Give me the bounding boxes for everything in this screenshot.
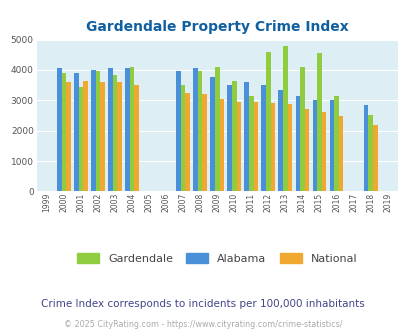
Bar: [214, 67, 219, 191]
Bar: [95, 72, 100, 191]
Bar: [316, 53, 321, 191]
Legend: Gardendale, Alabama, National: Gardendale, Alabama, National: [73, 250, 360, 268]
Bar: [129, 67, 134, 191]
Bar: [253, 102, 258, 191]
Bar: [265, 52, 270, 191]
Bar: [210, 77, 214, 191]
Bar: [219, 99, 224, 191]
Bar: [134, 85, 139, 191]
Bar: [197, 72, 202, 191]
Bar: [270, 103, 275, 191]
Bar: [78, 87, 83, 191]
Bar: [333, 96, 338, 191]
Text: © 2025 CityRating.com - https://www.cityrating.com/crime-statistics/: © 2025 CityRating.com - https://www.city…: [64, 320, 341, 329]
Bar: [227, 85, 231, 191]
Bar: [248, 96, 253, 191]
Bar: [91, 70, 95, 191]
Bar: [62, 73, 66, 191]
Text: Crime Index corresponds to incidents per 100,000 inhabitants: Crime Index corresponds to incidents per…: [41, 299, 364, 309]
Bar: [321, 113, 326, 191]
Bar: [108, 68, 112, 191]
Bar: [329, 100, 333, 191]
Bar: [176, 71, 180, 191]
Bar: [282, 46, 287, 191]
Bar: [295, 96, 299, 191]
Bar: [363, 105, 367, 191]
Bar: [193, 68, 197, 191]
Bar: [66, 82, 70, 191]
Bar: [231, 81, 236, 191]
Bar: [100, 82, 104, 191]
Bar: [117, 82, 121, 191]
Bar: [299, 67, 304, 191]
Bar: [367, 115, 372, 191]
Bar: [261, 85, 265, 191]
Bar: [83, 81, 87, 191]
Bar: [372, 125, 377, 191]
Bar: [312, 100, 316, 191]
Bar: [202, 94, 207, 191]
Bar: [112, 75, 117, 191]
Bar: [57, 68, 62, 191]
Bar: [125, 68, 129, 191]
Bar: [236, 102, 241, 191]
Title: Gardendale Property Crime Index: Gardendale Property Crime Index: [85, 20, 348, 34]
Bar: [180, 85, 185, 191]
Bar: [185, 93, 190, 191]
Bar: [338, 116, 343, 191]
Bar: [304, 109, 309, 191]
Bar: [287, 104, 292, 191]
Bar: [74, 73, 78, 191]
Bar: [244, 82, 248, 191]
Bar: [278, 90, 282, 191]
